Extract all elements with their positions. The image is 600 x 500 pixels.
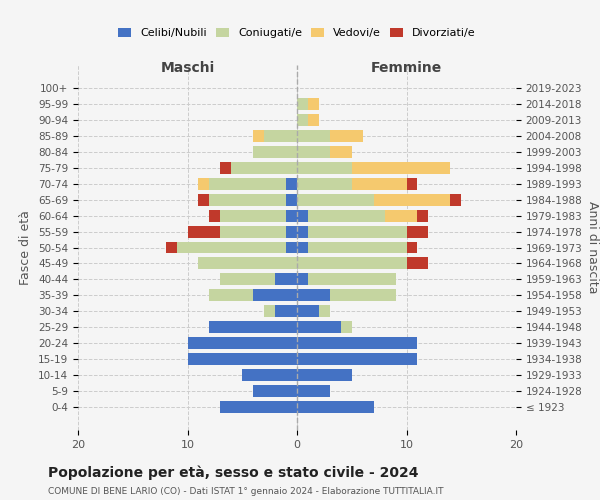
Text: Femmine: Femmine <box>371 61 442 75</box>
Bar <box>209 210 220 222</box>
Bar <box>297 354 418 366</box>
Bar <box>253 146 297 158</box>
Bar <box>286 242 297 254</box>
Text: Popolazione per età, sesso e stato civile - 2024: Popolazione per età, sesso e stato civil… <box>48 465 419 479</box>
Bar <box>297 98 308 110</box>
Bar <box>297 194 374 205</box>
Bar <box>297 274 308 285</box>
Bar <box>220 226 286 237</box>
Bar <box>341 322 352 334</box>
Bar <box>407 242 418 254</box>
Bar <box>253 290 297 302</box>
Bar <box>418 210 428 222</box>
Bar <box>407 178 418 190</box>
Bar <box>374 194 450 205</box>
Bar <box>220 402 297 413</box>
Bar <box>232 162 297 173</box>
Bar <box>242 370 297 382</box>
Bar <box>220 162 232 173</box>
Bar <box>199 258 297 270</box>
Bar <box>297 258 407 270</box>
Bar <box>330 146 352 158</box>
Bar <box>308 274 395 285</box>
Bar <box>330 290 395 302</box>
Bar <box>209 290 253 302</box>
Bar <box>275 306 297 318</box>
Bar <box>308 210 385 222</box>
Bar <box>220 274 275 285</box>
Bar <box>297 114 308 126</box>
Bar <box>286 210 297 222</box>
Bar <box>275 274 297 285</box>
Bar <box>253 386 297 398</box>
Bar <box>297 322 341 334</box>
Bar <box>209 322 297 334</box>
Bar <box>297 402 374 413</box>
Bar <box>308 242 407 254</box>
Bar <box>187 226 220 237</box>
Bar <box>297 210 308 222</box>
Bar <box>297 242 308 254</box>
Bar <box>352 178 407 190</box>
Bar <box>330 130 363 141</box>
Bar <box>297 146 330 158</box>
Bar <box>297 338 418 349</box>
Bar <box>264 130 297 141</box>
Bar <box>286 194 297 205</box>
Bar <box>450 194 461 205</box>
Bar <box>319 306 330 318</box>
Bar <box>308 98 319 110</box>
Bar <box>297 306 319 318</box>
Text: Maschi: Maschi <box>160 61 215 75</box>
Bar <box>220 210 286 222</box>
Bar <box>264 306 275 318</box>
Bar <box>385 210 418 222</box>
Bar <box>209 194 286 205</box>
Bar <box>176 242 286 254</box>
Bar <box>297 178 352 190</box>
Bar <box>297 130 330 141</box>
Bar <box>308 226 407 237</box>
Bar <box>166 242 176 254</box>
Bar <box>297 370 352 382</box>
Bar <box>286 178 297 190</box>
Bar <box>407 226 428 237</box>
Y-axis label: Fasce di età: Fasce di età <box>19 210 32 285</box>
Bar <box>199 194 209 205</box>
Bar <box>297 226 308 237</box>
Bar <box>297 162 352 173</box>
Bar <box>187 338 297 349</box>
Bar <box>297 386 330 398</box>
Bar <box>297 290 330 302</box>
Bar <box>308 114 319 126</box>
Bar <box>209 178 286 190</box>
Bar <box>352 162 450 173</box>
Bar <box>407 258 428 270</box>
Y-axis label: Anni di nascita: Anni di nascita <box>586 201 599 294</box>
Bar <box>286 226 297 237</box>
Legend: Celibi/Nubili, Coniugati/e, Vedovi/e, Divorziati/e: Celibi/Nubili, Coniugati/e, Vedovi/e, Di… <box>114 23 480 43</box>
Bar <box>253 130 264 141</box>
Bar <box>187 354 297 366</box>
Bar <box>199 178 209 190</box>
Text: COMUNE DI BENE LARIO (CO) - Dati ISTAT 1° gennaio 2024 - Elaborazione TUTTITALIA: COMUNE DI BENE LARIO (CO) - Dati ISTAT 1… <box>48 488 443 496</box>
